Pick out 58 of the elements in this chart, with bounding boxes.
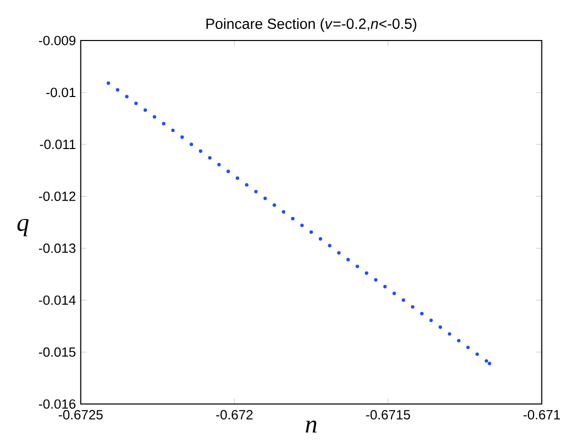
point bbox=[484, 359, 488, 362]
y-tick-label: -0.01 bbox=[46, 88, 76, 97]
point bbox=[383, 284, 387, 288]
point bbox=[356, 264, 360, 268]
point bbox=[190, 142, 194, 146]
point bbox=[217, 162, 221, 166]
point bbox=[475, 352, 479, 356]
point bbox=[208, 156, 212, 160]
point bbox=[448, 332, 452, 336]
point bbox=[328, 244, 332, 248]
point bbox=[374, 278, 378, 282]
point bbox=[226, 169, 230, 173]
point bbox=[488, 362, 492, 366]
y-tick-label: -0.012 bbox=[38, 191, 76, 201]
point bbox=[180, 135, 184, 139]
point bbox=[346, 258, 350, 262]
point bbox=[125, 94, 129, 98]
y-axis-title: q bbox=[17, 218, 29, 236]
point bbox=[310, 230, 313, 234]
point bbox=[291, 216, 295, 220]
x-axis-title: n bbox=[306, 420, 316, 432]
point bbox=[144, 108, 147, 112]
x-tick-label: -0.672 bbox=[216, 410, 253, 420]
point bbox=[420, 312, 424, 316]
point bbox=[429, 318, 433, 322]
point bbox=[337, 250, 341, 254]
point bbox=[244, 182, 248, 186]
y-tick-label: -0.009 bbox=[38, 36, 76, 46]
point bbox=[318, 236, 322, 240]
point bbox=[198, 149, 202, 153]
point bbox=[134, 101, 138, 105]
point bbox=[272, 203, 276, 207]
y-tick-label: -0.016 bbox=[38, 399, 76, 409]
point bbox=[300, 223, 304, 227]
point bbox=[152, 114, 156, 118]
y-tick-label: -0.013 bbox=[38, 243, 76, 253]
x-tick-label: -0.6725 bbox=[58, 410, 103, 420]
chart-title: Poincare Section (v=-0.2,n<-0.5) bbox=[206, 18, 416, 32]
point bbox=[106, 81, 110, 85]
x-tick-label: -0.6715 bbox=[366, 410, 410, 420]
point bbox=[171, 128, 175, 132]
y-tick-label: -0.011 bbox=[40, 139, 76, 149]
x-tick-label: -0.671 bbox=[523, 410, 560, 420]
point bbox=[254, 190, 258, 194]
point bbox=[466, 346, 470, 349]
y-tick-label: -0.015 bbox=[38, 347, 76, 357]
point bbox=[392, 291, 396, 295]
point bbox=[402, 298, 406, 302]
point bbox=[438, 325, 442, 329]
point bbox=[457, 338, 460, 342]
point bbox=[263, 196, 267, 200]
point bbox=[282, 210, 286, 214]
point bbox=[364, 271, 368, 275]
point bbox=[410, 304, 414, 308]
point bbox=[162, 122, 166, 126]
y-tick-label: -0.014 bbox=[38, 295, 76, 305]
point bbox=[116, 88, 120, 92]
point bbox=[236, 176, 240, 180]
